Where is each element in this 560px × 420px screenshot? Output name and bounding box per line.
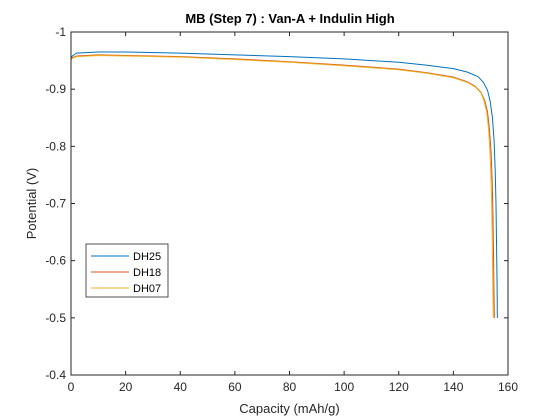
x-tick-label: 100 [334,380,354,394]
x-tick-label: 120 [389,380,409,394]
plot-area [71,32,508,375]
legend-label-dh07: DH07 [133,283,161,295]
y-tick-label: -0.8 [45,139,66,153]
chart-title: MB (Step 7) : Van-A + Indulin High [185,11,394,26]
y-axis: -1 -0.9 -0.8 -0.7 -0.6 -0.5 -0.4 [45,25,508,382]
x-tick-label: 60 [228,380,242,394]
legend-label-dh18: DH18 [133,267,161,279]
series-line-dh07 [70,54,494,318]
x-tick-label: 0 [68,380,75,394]
y-axis-label: Potential (V) [24,168,39,240]
series-line-dh18 [70,54,495,318]
y-tick-label: -0.4 [45,368,66,382]
series-line-dh25 [70,51,498,318]
y-tick-label: -0.6 [45,254,66,268]
y-tick-label: -0.9 [45,82,66,96]
y-tick-label: -0.7 [45,197,66,211]
x-axis-label: Capacity (mAh/g) [239,401,339,416]
legend: DH25 DH18 DH07 [85,243,169,298]
x-tick-label: 20 [119,380,133,394]
series-layer [70,51,498,318]
x-tick-label: 160 [498,380,518,394]
x-tick-label: 80 [283,380,297,394]
x-tick-label: 140 [443,380,463,394]
legend-label-dh25: DH25 [133,251,161,263]
y-tick-label: -0.5 [45,311,66,325]
x-tick-label: 40 [174,380,188,394]
y-tick-label: -1 [55,25,66,39]
x-axis: 0 20 40 60 80 100 120 140 160 [68,32,518,394]
